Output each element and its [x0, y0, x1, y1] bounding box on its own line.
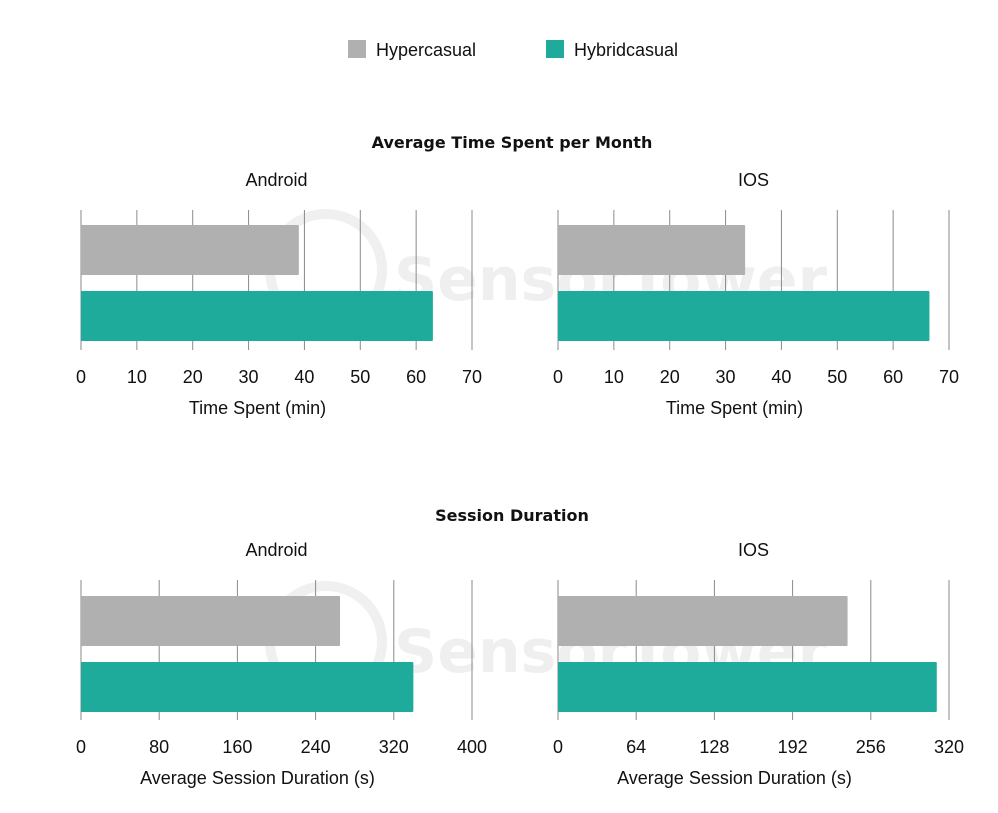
x-tick-label: 320 [379, 737, 409, 757]
x-tick-label: 40 [294, 367, 314, 387]
bar-hypercasual [558, 596, 848, 646]
x-tick-label: 20 [183, 367, 203, 387]
legend-label-hybridcasual: Hybridcasual [574, 40, 678, 60]
x-tick-label: 70 [462, 367, 482, 387]
panel-session-duration-android: Android 0 80 160 240 320 400 Average Session Du… [76, 540, 487, 788]
x-tick-label: 0 [553, 367, 563, 387]
bar-hypercasual [81, 225, 299, 275]
panel-time-spent-android: Android 0 10 20 30 40 50 60 70 Time Spent (min) [76, 170, 482, 418]
x-axis-label: Average Session Duration (s) [140, 768, 375, 788]
x-axis-label: Time Spent (min) [189, 398, 326, 418]
panel-title: Android [245, 170, 307, 190]
x-tick-label: 30 [716, 367, 736, 387]
x-tick-label: 0 [553, 737, 563, 757]
x-tick-label: 80 [149, 737, 169, 757]
x-tick-label: 10 [127, 367, 147, 387]
x-tick-label: 10 [604, 367, 624, 387]
legend-label-hypercasual: Hypercasual [376, 40, 476, 60]
x-tick-label: 128 [699, 737, 729, 757]
x-tick-label: 0 [76, 737, 86, 757]
bar-hybridcasual [558, 291, 930, 341]
x-tick-label: 0 [76, 367, 86, 387]
x-tick-label: 20 [660, 367, 680, 387]
panel-time-spent-ios: IOS 0 10 20 30 40 50 60 70 Time Spent (min) [553, 170, 959, 418]
x-axis-label: Time Spent (min) [666, 398, 803, 418]
legend-swatch-hybridcasual [546, 40, 564, 58]
x-tick-label: 320 [934, 737, 964, 757]
x-tick-label: 70 [939, 367, 959, 387]
x-tick-label: 192 [778, 737, 808, 757]
panel-title: IOS [738, 540, 769, 560]
x-tick-label: 50 [827, 367, 847, 387]
bar-hybridcasual [558, 662, 937, 712]
x-tick-label: 60 [406, 367, 426, 387]
bar-hybridcasual [81, 291, 433, 341]
x-tick-label: 50 [350, 367, 370, 387]
section-title-time-spent: Average Time Spent per Month [372, 133, 653, 152]
panel-session-duration-ios: IOS 0 64 128 192 256 320 Average Session Durati… [553, 540, 964, 788]
x-tick-label: 400 [457, 737, 487, 757]
x-tick-label: 60 [883, 367, 903, 387]
bar-hybridcasual [81, 662, 414, 712]
section-title-session-duration: Session Duration [435, 506, 589, 525]
x-tick-label: 160 [222, 737, 252, 757]
panel-title: IOS [738, 170, 769, 190]
legend-swatch-hypercasual [348, 40, 366, 58]
legend: Hypercasual Hybridcasual [348, 40, 678, 60]
panel-title: Android [245, 540, 307, 560]
bar-hypercasual [81, 596, 341, 646]
x-tick-label: 40 [771, 367, 791, 387]
x-axis-label: Average Session Duration (s) [617, 768, 852, 788]
x-tick-label: 64 [626, 737, 646, 757]
bar-hypercasual [558, 225, 746, 275]
x-tick-label: 256 [856, 737, 886, 757]
x-tick-label: 30 [239, 367, 259, 387]
x-tick-label: 240 [301, 737, 331, 757]
